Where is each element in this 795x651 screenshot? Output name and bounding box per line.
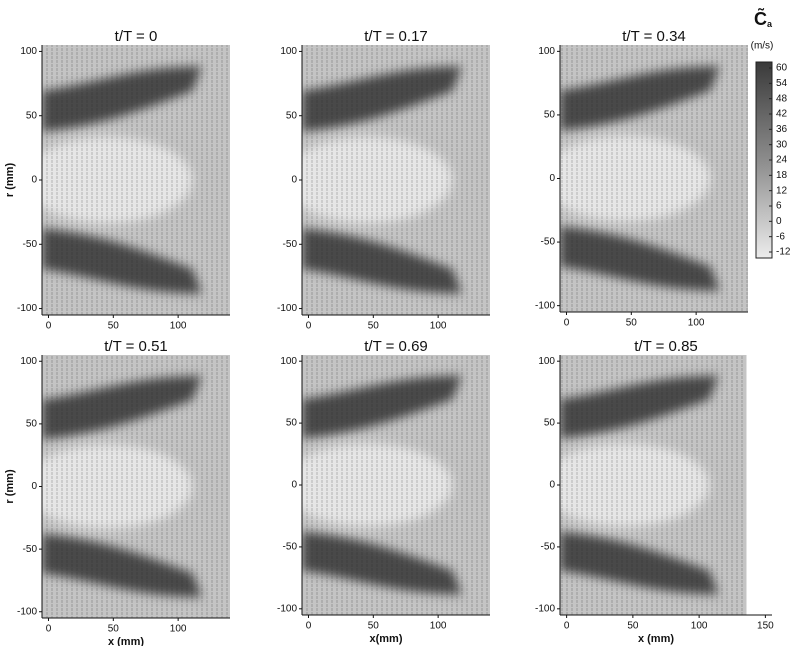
colorbar-tick-label: 30 — [776, 139, 788, 150]
panel: -100 -50 0 50 100 0 50 100 t/T = 0.51 x (mm) r (mm… — [4, 338, 230, 648]
y-tick-label: -100 — [17, 606, 37, 617]
y-tick-label: -100 — [277, 303, 297, 314]
x-tick-label: 50 — [108, 321, 120, 332]
field — [560, 355, 747, 615]
y-tick-label: 50 — [286, 418, 298, 429]
panel: -100 -50 0 50 100 0 50 100 t/T = 0.69 x(mm) — [277, 338, 490, 645]
y-tick-label: 0 — [291, 480, 297, 491]
panel-title: t/T = 0 — [115, 28, 158, 45]
colorbar-tick-label: 36 — [776, 124, 788, 135]
colorbar-tick-label: 54 — [776, 78, 788, 89]
x-tick-label: 50 — [368, 321, 380, 332]
y-tick-label: -50 — [541, 542, 556, 553]
panel-title: t/T = 0.69 — [364, 338, 428, 355]
x-tick-label: 0 — [564, 621, 570, 632]
panel-title: t/T = 0.51 — [104, 338, 168, 355]
x-tick-label: 100 — [691, 621, 708, 632]
y-tick-label: -100 — [535, 300, 555, 311]
x-tick-label: 50 — [368, 621, 380, 632]
x-tick-label: 100 — [170, 321, 187, 332]
y-tick-label: 100 — [20, 356, 37, 367]
colorbar-unit: (m/s) — [751, 41, 774, 52]
x-tick-label: 0 — [306, 321, 312, 332]
y-tick-label: 50 — [544, 110, 556, 121]
vectors — [42, 45, 230, 315]
colorbar-tick-label: -6 — [776, 231, 785, 242]
x-tick-label: 100 — [430, 321, 447, 332]
colorbar-tick-label: 18 — [776, 170, 788, 181]
y-tick-label: 0 — [291, 175, 297, 186]
colorbar-tick-label: -12 — [776, 247, 791, 258]
y-tick-label: 0 — [549, 480, 555, 491]
colorbar-tick-label: 6 — [776, 201, 782, 212]
colorbar-tick-label: 0 — [776, 216, 782, 227]
x-axis-label: x (mm) — [638, 633, 674, 645]
vectors — [560, 45, 748, 312]
field — [560, 45, 748, 312]
x-tick-label: 100 — [170, 624, 187, 635]
colorbar-symbol: C̃ — [754, 7, 767, 29]
panel-title: t/T = 0.85 — [634, 338, 698, 355]
colorbar-subscript: a — [767, 19, 773, 29]
vectors — [302, 355, 490, 615]
x-tick-label: 100 — [430, 621, 447, 632]
panel-title: t/T = 0.17 — [364, 28, 428, 45]
field — [42, 45, 230, 315]
y-tick-label: 100 — [538, 356, 555, 367]
y-tick-label: -50 — [541, 237, 556, 248]
y-tick-label: 0 — [549, 173, 555, 184]
x-tick-label: 0 — [564, 318, 570, 329]
y-tick-label: 0 — [31, 481, 37, 492]
vectors — [560, 355, 747, 615]
y-tick-label: 100 — [20, 46, 37, 57]
field — [42, 355, 230, 618]
panel: -100 -50 0 50 100 0 50 100 t/T = 0.34 — [535, 28, 748, 329]
vectors — [42, 355, 230, 618]
panel-title: t/T = 0.34 — [622, 28, 686, 45]
panel: -100 -50 0 50 100 0 50 100 t/T = 0 r (mm) — [4, 28, 230, 332]
x-tick-label: 100 — [688, 318, 705, 329]
colorbar-tick-label: 42 — [776, 109, 788, 120]
x-tick-label: 0 — [306, 621, 312, 632]
colorbar-tick-label: 12 — [776, 185, 788, 196]
x-tick-label: 50 — [108, 624, 120, 635]
colorbar-tick-label: 60 — [776, 63, 788, 74]
y-tick-label: 100 — [280, 46, 297, 57]
y-tick-label: -50 — [283, 542, 298, 553]
colorbar-title: C̃a — [754, 7, 773, 29]
y-tick-label: 100 — [280, 356, 297, 367]
y-tick-label: -100 — [277, 603, 297, 614]
y-tick-label: 0 — [31, 175, 37, 186]
y-tick-label: 50 — [26, 419, 38, 430]
y-tick-label: 100 — [538, 46, 555, 57]
y-tick-label: -50 — [23, 544, 38, 555]
field — [302, 45, 490, 315]
x-tick-label: 0 — [46, 321, 52, 332]
x-tick-label: 0 — [46, 624, 52, 635]
y-axis-label: r (mm) — [4, 163, 16, 198]
y-tick-label: 50 — [286, 110, 298, 121]
x-tick-label: 150 — [757, 621, 774, 632]
x-axis-label: x(mm) — [369, 633, 402, 645]
panel: -100 -50 0 50 100 0 50 100 t/T = 0.17 — [277, 28, 490, 332]
x-tick-label: 50 — [626, 318, 638, 329]
y-tick-label: -100 — [17, 303, 37, 314]
x-axis-label: x (mm) — [108, 636, 144, 646]
colorbar-tick-label: 48 — [776, 93, 788, 104]
colorbar-tick-label: 24 — [776, 155, 788, 166]
y-tick-label: -50 — [283, 239, 298, 250]
panel: -100 -50 0 50 100 0 50 100 150 t/T = 0.85 x (mm) — [535, 338, 774, 645]
vectors — [302, 45, 490, 315]
y-tick-label: 50 — [544, 418, 556, 429]
field — [302, 355, 490, 615]
x-tick-label: 50 — [627, 621, 639, 632]
y-tick-label: -50 — [23, 239, 38, 250]
y-tick-label: -100 — [535, 603, 555, 614]
y-tick-label: 50 — [26, 110, 38, 121]
y-axis-label: r (mm) — [4, 469, 16, 504]
